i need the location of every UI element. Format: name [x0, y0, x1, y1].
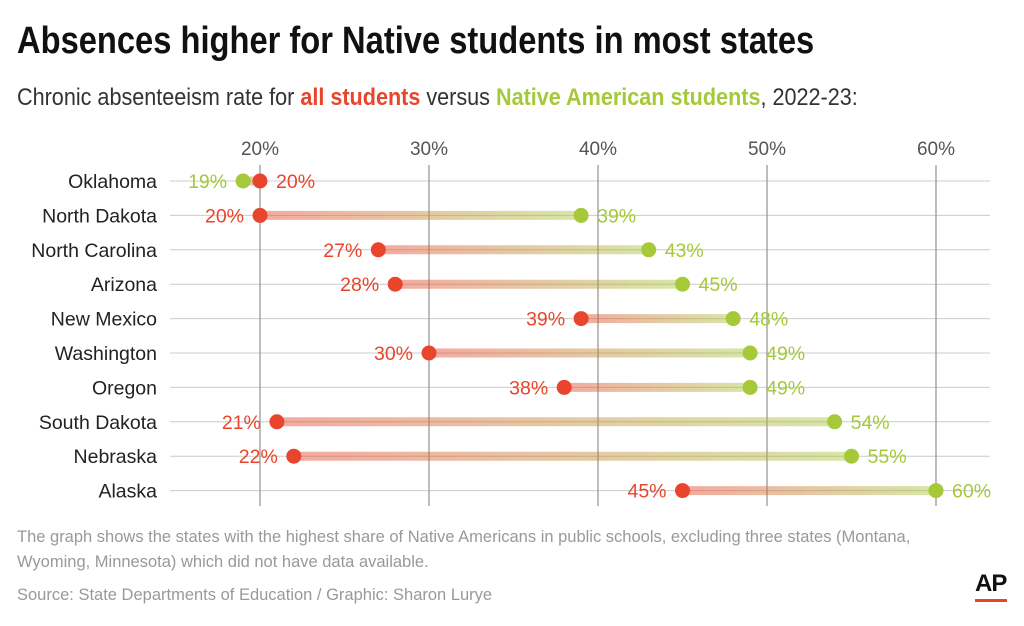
x-tick-label: 30%	[410, 139, 448, 160]
native-students-dot	[742, 345, 758, 361]
x-tick-label: 60%	[917, 139, 955, 160]
native-students-dot	[844, 448, 859, 464]
state-label: Alaska	[98, 481, 157, 503]
x-tick-label: 50%	[748, 139, 786, 160]
chart-note: The graph shows the states with the high…	[17, 528, 911, 571]
chart-source: Source: State Departments of Education /…	[17, 586, 493, 604]
all-students-dot	[387, 276, 403, 292]
state-label: Arizona	[91, 274, 157, 296]
x-tick-label: 20%	[241, 139, 279, 160]
all-students-value-label: 38%	[509, 377, 548, 399]
native-students-value-label: 49%	[766, 377, 805, 399]
legend-native-students: Native American students	[495, 84, 761, 111]
all-students-value-label: 22%	[239, 446, 278, 468]
all-students-value-label: 30%	[374, 343, 413, 365]
native-students-value-label: 48%	[749, 309, 788, 331]
native-students-value-label: 45%	[699, 274, 738, 296]
chart-subtitle: Chronic absenteeism rate for all student…	[17, 84, 858, 112]
all-students-dot	[252, 207, 268, 223]
all-students-value-label: 39%	[526, 309, 565, 331]
subtitle-suffix: , 2022-23:	[760, 84, 858, 111]
all-students-value-label: 27%	[323, 240, 362, 262]
native-students-value-label: 55%	[868, 446, 907, 468]
all-students-dot	[675, 483, 690, 499]
all-students-dot	[269, 414, 285, 430]
state-label: North Carolina	[31, 240, 157, 262]
all-students-dot	[286, 448, 302, 464]
native-students-dot	[725, 311, 741, 327]
native-students-value-label: 19%	[188, 171, 227, 193]
native-students-dot	[742, 379, 758, 395]
native-students-dot	[827, 414, 843, 430]
all-students-value-label: 21%	[222, 412, 261, 434]
ap-logo-underline	[975, 599, 1007, 602]
all-students-dot	[573, 311, 589, 327]
state-label: North Dakota	[42, 205, 157, 227]
native-students-value-label: 49%	[766, 343, 805, 365]
subtitle-prefix: Chronic absenteeism rate for	[17, 84, 301, 111]
native-students-value-label: 54%	[851, 412, 890, 434]
all-students-dot	[252, 173, 268, 189]
native-students-dot	[928, 483, 944, 499]
all-students-value-label: 20%	[276, 171, 315, 193]
all-students-dot	[370, 242, 386, 258]
native-students-value-label: 60%	[952, 481, 991, 503]
state-label: Washington	[55, 343, 157, 365]
chart-title: Absences higher for Native students in m…	[17, 20, 815, 62]
all-students-value-label: 20%	[205, 205, 244, 227]
state-label: New Mexico	[51, 309, 157, 331]
legend-all-students: all students	[300, 84, 421, 111]
all-students-value-label: 45%	[627, 481, 666, 503]
native-students-value-label: 43%	[665, 240, 704, 262]
x-tick-label: 40%	[579, 139, 617, 160]
state-label: Nebraska	[74, 446, 158, 468]
all-students-dot	[556, 379, 572, 395]
all-students-dot	[421, 345, 437, 361]
state-label: South Dakota	[39, 412, 157, 434]
ap-logo: AP	[975, 570, 1007, 597]
subtitle-middle: versus	[420, 84, 496, 111]
native-students-dot	[641, 242, 657, 258]
all-students-value-label: 28%	[340, 274, 379, 296]
native-students-dot	[675, 276, 690, 292]
native-students-dot	[235, 173, 251, 189]
native-students-value-label: 39%	[597, 205, 636, 227]
state-label: Oklahoma	[68, 171, 157, 193]
state-label: Oregon	[92, 377, 157, 399]
native-students-dot	[573, 207, 589, 223]
